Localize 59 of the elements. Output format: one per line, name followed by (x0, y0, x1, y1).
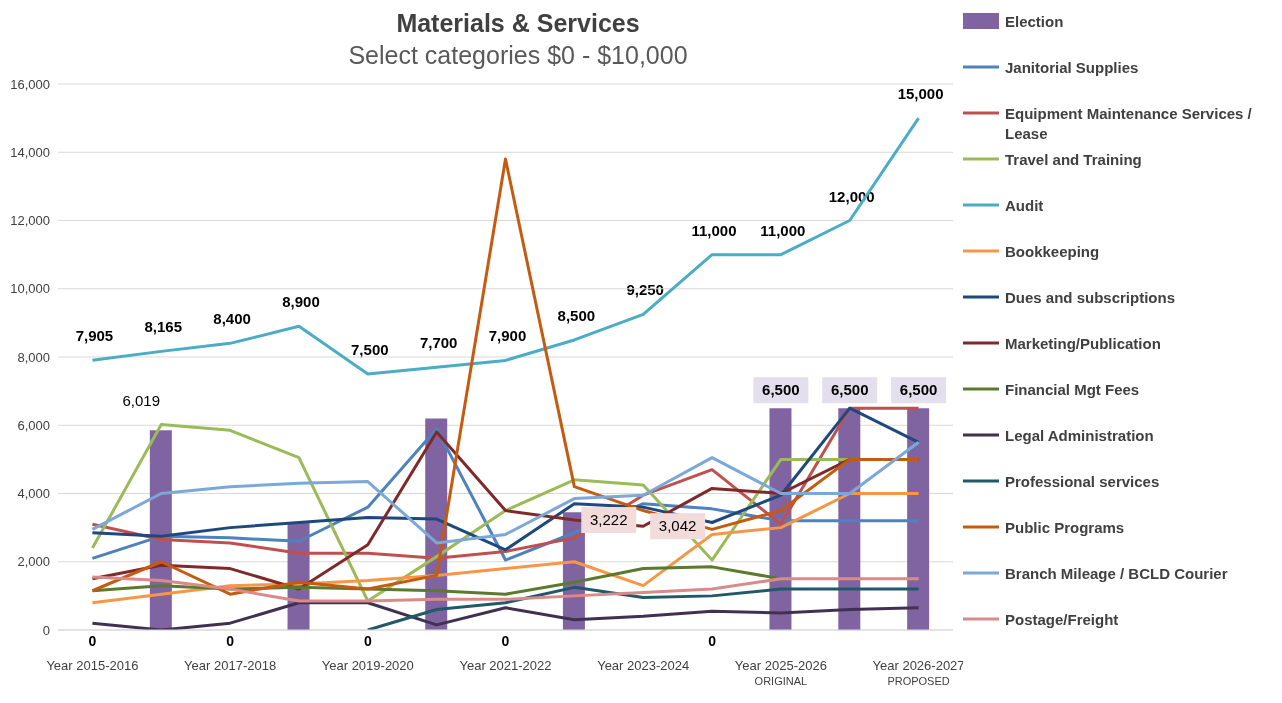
legend-label: Janitorial Supplies (1005, 58, 1139, 78)
data-label: 6,500 (830, 381, 869, 399)
data-label: 0 (708, 633, 717, 649)
data-label: 8,500 (557, 306, 596, 324)
line-series (90, 575, 921, 603)
line-series (366, 585, 921, 630)
x-tick-label: Year 2023-2024 (597, 658, 690, 673)
y-tick-label: 4,000 (17, 486, 50, 502)
bar (907, 408, 930, 630)
y-tick-label: 16,000 (10, 76, 50, 92)
y-tick-label: 6,000 (17, 417, 50, 433)
legend-label: Marketing/Publication (1005, 334, 1161, 354)
legend-label: Legal Administration (1005, 426, 1154, 446)
legend-label: Bookkeeping (1005, 242, 1100, 262)
chart-subtitle: Select categories $0 - $10,000 (347, 40, 689, 71)
x-tick-label: Year 2025-2026 ORIGINAL (734, 658, 827, 687)
legend-label: Equipment Maintenance Services / Lease (1005, 104, 1253, 144)
legend-label: Financial Mgt Fees (1005, 380, 1140, 400)
y-tick-label: 12,000 (10, 213, 50, 229)
y-tick-label: 14,000 (10, 144, 50, 160)
x-tick-label: Year 2015-2016 (46, 658, 139, 673)
legend-label: Dues and subscriptions (1005, 288, 1176, 308)
line-series (90, 601, 921, 630)
data-label: 8,165 (144, 318, 183, 336)
data-label: 15,000 (897, 85, 944, 103)
legend-label: Branch Mileage / BCLD Courier (1005, 564, 1228, 584)
legend-label: Audit (1005, 196, 1044, 216)
data-label: 0 (88, 633, 97, 649)
data-label: 6,500 (899, 381, 938, 399)
data-label: 7,900 (488, 327, 527, 345)
data-label: 7,500 (351, 341, 389, 359)
data-label: 11,000 (691, 221, 737, 239)
y-tick-label: 2,000 (17, 554, 50, 570)
data-label: 3,042 (658, 517, 697, 535)
y-tick-label: 10,000 (10, 281, 50, 297)
data-label: 11,000 (760, 221, 806, 239)
data-label: 8,900 (282, 293, 320, 311)
data-label: 7,905 (75, 327, 114, 345)
x-tick-label: Year 2017-2018 (184, 658, 277, 673)
legend-label: Postage/Freight (1005, 610, 1119, 630)
y-tick-label: 0 (42, 622, 50, 638)
legend-label: Travel and Training (1005, 150, 1142, 170)
x-tick-label: Year 2019-2020 (321, 658, 414, 673)
legend-label: Professional services (1005, 472, 1160, 492)
data-label: 6,500 (762, 381, 800, 399)
legend-label: Election (1005, 12, 1064, 32)
line-series (90, 440, 921, 545)
y-tick-label: 8,000 (17, 349, 50, 365)
data-label: 3,222 (590, 511, 628, 529)
x-tick-label: Year 2021-2022 (459, 658, 552, 673)
data-label: 0 (501, 633, 510, 649)
chart-title: Materials & Services (395, 8, 641, 38)
data-label: 9,250 (626, 281, 664, 299)
data-label: 8,400 (213, 310, 251, 328)
legend-label: Public Programs (1005, 518, 1125, 538)
data-label: 7,700 (419, 334, 458, 352)
data-label: 0 (226, 633, 235, 649)
data-label: 6,019 (122, 391, 161, 409)
data-label: 0 (363, 633, 372, 649)
